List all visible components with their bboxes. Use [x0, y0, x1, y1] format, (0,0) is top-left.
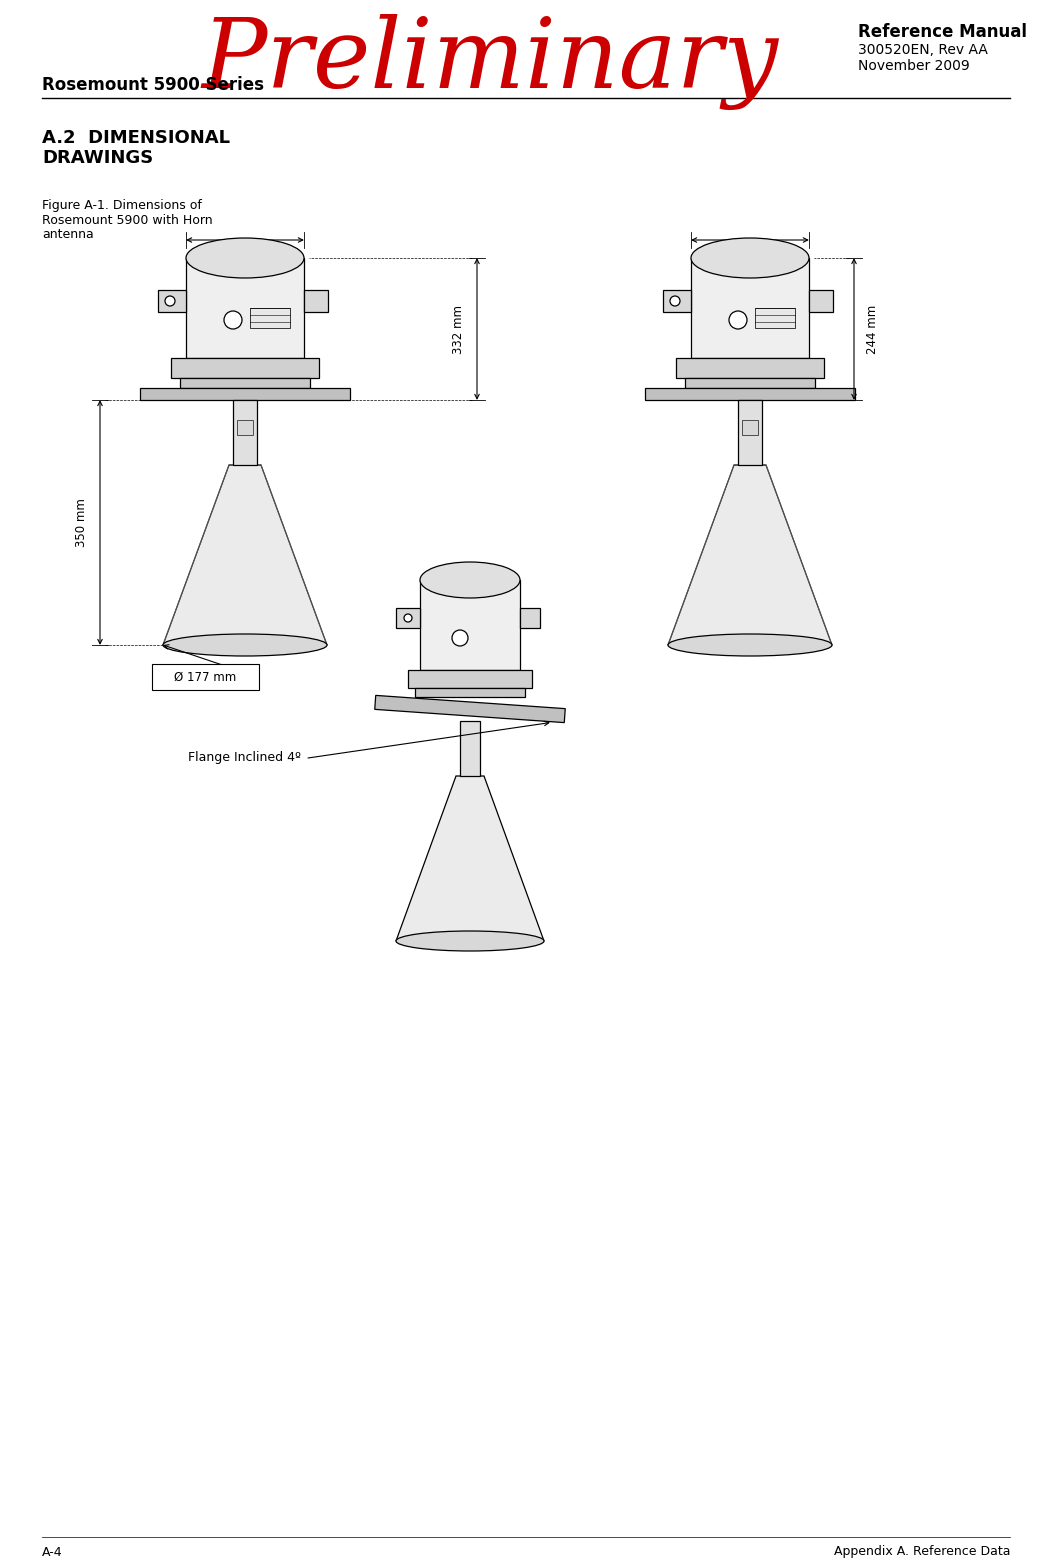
Bar	[140, 389, 350, 400]
Bar	[520, 608, 540, 628]
Text: 177 mm: 177 mm	[726, 240, 774, 252]
Bar	[304, 290, 328, 312]
Polygon shape	[163, 465, 327, 646]
Ellipse shape	[420, 563, 520, 599]
Bar	[408, 671, 532, 688]
Polygon shape	[396, 776, 544, 942]
Bar	[250, 309, 290, 328]
Bar	[180, 378, 310, 389]
Text: Ø 177 mm: Ø 177 mm	[175, 671, 237, 683]
Ellipse shape	[691, 238, 809, 277]
Text: DRAWINGS: DRAWINGS	[42, 149, 154, 168]
Bar	[414, 688, 525, 697]
FancyBboxPatch shape	[151, 664, 259, 689]
Text: 244 mm: 244 mm	[866, 304, 879, 354]
Bar	[460, 721, 480, 776]
Ellipse shape	[186, 238, 304, 277]
Text: Preliminary: Preliminary	[201, 14, 778, 110]
Circle shape	[670, 296, 680, 306]
Text: A-4: A-4	[42, 1545, 63, 1559]
Text: 226 mm: 226 mm	[220, 240, 269, 252]
Text: Appendix A. Reference Data: Appendix A. Reference Data	[833, 1545, 1010, 1559]
Bar	[676, 357, 824, 378]
Text: Figure A-1. Dimensions of: Figure A-1. Dimensions of	[42, 199, 202, 212]
Circle shape	[224, 310, 242, 329]
Bar	[742, 420, 758, 436]
Bar	[396, 608, 420, 628]
Bar	[158, 290, 186, 312]
Text: 350 mm: 350 mm	[75, 498, 88, 547]
Text: November 2009: November 2009	[858, 60, 970, 74]
Bar	[232, 400, 257, 465]
Ellipse shape	[396, 931, 544, 951]
Bar	[809, 290, 833, 312]
Polygon shape	[375, 696, 565, 722]
Bar	[691, 259, 809, 357]
Ellipse shape	[668, 635, 832, 657]
Bar	[171, 357, 319, 378]
Circle shape	[404, 614, 412, 622]
Text: Flange Inclined 4º: Flange Inclined 4º	[188, 752, 301, 765]
Text: 332 mm: 332 mm	[452, 304, 465, 354]
Text: antenna: antenna	[42, 229, 94, 241]
Bar	[663, 290, 691, 312]
Circle shape	[452, 630, 468, 646]
Circle shape	[729, 310, 747, 329]
Bar	[755, 309, 795, 328]
Text: A.2  DIMENSIONAL: A.2 DIMENSIONAL	[42, 128, 230, 147]
Text: Reference Manual: Reference Manual	[858, 24, 1027, 41]
Ellipse shape	[163, 635, 327, 657]
Text: Rosemount 5900 Series: Rosemount 5900 Series	[42, 77, 264, 94]
Text: 300520EN, Rev AA: 300520EN, Rev AA	[858, 42, 988, 56]
Polygon shape	[668, 465, 832, 646]
Bar	[645, 389, 855, 400]
Bar	[420, 580, 520, 671]
Bar	[237, 420, 252, 436]
Bar	[739, 400, 762, 465]
Text: Rosemount 5900 with Horn: Rosemount 5900 with Horn	[42, 213, 213, 227]
Bar	[186, 259, 304, 357]
Bar	[685, 378, 815, 389]
Circle shape	[165, 296, 175, 306]
